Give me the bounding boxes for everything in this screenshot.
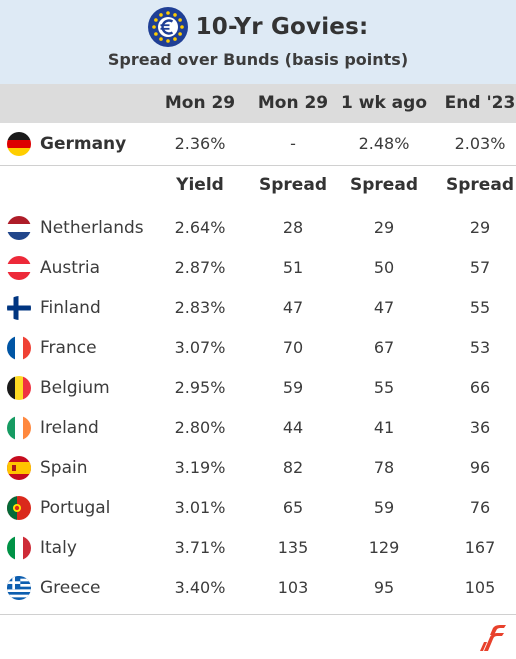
table-cell: 3.40% [174,578,226,597]
table-cell: 65 [282,498,304,517]
spain-flag [7,456,31,480]
table-cell: 3.19% [174,458,226,477]
table-cell: 59 [373,498,395,517]
table-cell: 96 [469,458,491,477]
table-cell: 2.64% [174,218,226,237]
table-cell: 95 [373,578,395,597]
benchmark-row: Germany 2.36% - 2.48% 2.03% [0,124,516,164]
country-name: Finland [40,298,101,318]
country-name: France [40,338,97,358]
table-cell: 2.03% [454,134,506,153]
greece-flag [7,576,31,600]
table-cell: 51 [282,258,304,277]
table-cell: 78 [373,458,395,477]
country-name: Greece [40,578,101,598]
table-cell: 55 [373,378,395,397]
table-row: Finland 2.83% 47 47 55 [0,288,516,328]
table-cell: 2.87% [174,258,226,277]
table-cell: 3.01% [174,498,226,517]
table-cell: 103 [277,578,309,597]
column-header: 1 wk ago [341,93,427,113]
subheader-row: Yield Spread Spread Spread [0,166,516,206]
table-cell: 2.36% [174,134,226,153]
table-cell: 67 [373,338,395,357]
header: 10-Yr Govies: Spread over Bunds (basis p… [0,0,516,84]
column-header: End '23 [444,93,516,113]
table-cell: 55 [469,298,491,317]
table-row: Netherlands 2.64% 28 29 29 [0,208,516,248]
table-cell: 3.71% [174,538,226,557]
table-row: Ireland 2.80% 44 41 36 [0,408,516,448]
table-cell: 36 [469,418,491,437]
country-name: Ireland [40,418,99,438]
column-header: Mon 29 [257,93,329,113]
table-row: Greece 3.40% 103 95 105 [0,568,516,608]
table-cell: 82 [282,458,304,477]
divider [0,614,516,615]
subcolumn-header: Yield [176,175,224,195]
table-cell: 28 [282,218,304,237]
chart-title: 10-Yr Govies: [195,14,369,40]
country-name: Austria [40,258,101,278]
table-cell: 2.80% [174,418,226,437]
table-row: Spain 3.19% 82 78 96 [0,448,516,488]
table-cell: 2.83% [174,298,226,317]
subcolumn-header: Spread [350,175,418,195]
table-cell: 59 [282,378,304,397]
table-row: Portugal 3.01% 65 59 76 [0,488,516,528]
table-cell: 76 [469,498,491,517]
table-cell: 29 [373,218,395,237]
table-cell: 47 [282,298,304,317]
belgium-flag [7,376,31,400]
title-row: 10-Yr Govies: [0,6,516,48]
table-cell: 44 [282,418,304,437]
table-cell: 57 [469,258,491,277]
country-name: Netherlands [40,218,144,238]
table-cell: 129 [368,538,400,557]
table-cell: - [290,134,296,153]
country-name: Germany [40,134,127,154]
table-cell: 29 [469,218,491,237]
netherlands-flag [7,216,31,240]
column-header: Mon 29 [164,93,236,113]
table-row: France 3.07% 70 67 53 [0,328,516,368]
ireland-flag [7,416,31,440]
table-row: Austria 2.87% 51 50 57 [0,248,516,288]
country-name: Belgium [40,378,110,398]
table-cell: 167 [464,538,496,557]
table-cell: 135 [277,538,309,557]
table-cell: 105 [464,578,496,597]
finland-flag [7,296,31,320]
table-cell: 66 [469,378,491,397]
table-cell: 53 [469,338,491,357]
divider [0,165,516,166]
table-cell: 47 [373,298,395,317]
subcolumn-header: Spread [446,175,514,195]
table-cell: 70 [282,338,304,357]
table-row: Italy 3.71% 135 129 167 [0,528,516,568]
chart-subtitle: Spread over Bunds (basis points) [107,50,409,69]
france-flag [7,336,31,360]
table-cell: 2.48% [358,134,410,153]
country-name: Portugal [40,498,111,518]
italy-flag [7,536,31,560]
column-header-row: Mon 29 Mon 29 1 wk ago End '23 [0,84,516,123]
portugal-flag [7,496,31,520]
table-cell: 41 [373,418,395,437]
subcolumn-header: Spread [259,175,327,195]
country-name: Spain [40,458,88,478]
euro-icon [147,7,188,47]
table-cell: 3.07% [174,338,226,357]
table-cell: 2.95% [174,378,226,397]
germany-flag [7,132,31,156]
austria-flag [7,256,31,280]
country-name: Italy [40,538,77,558]
brand-logo-icon [480,625,506,651]
table-row: Belgium 2.95% 59 55 66 [0,368,516,408]
table-cell: 50 [373,258,395,277]
